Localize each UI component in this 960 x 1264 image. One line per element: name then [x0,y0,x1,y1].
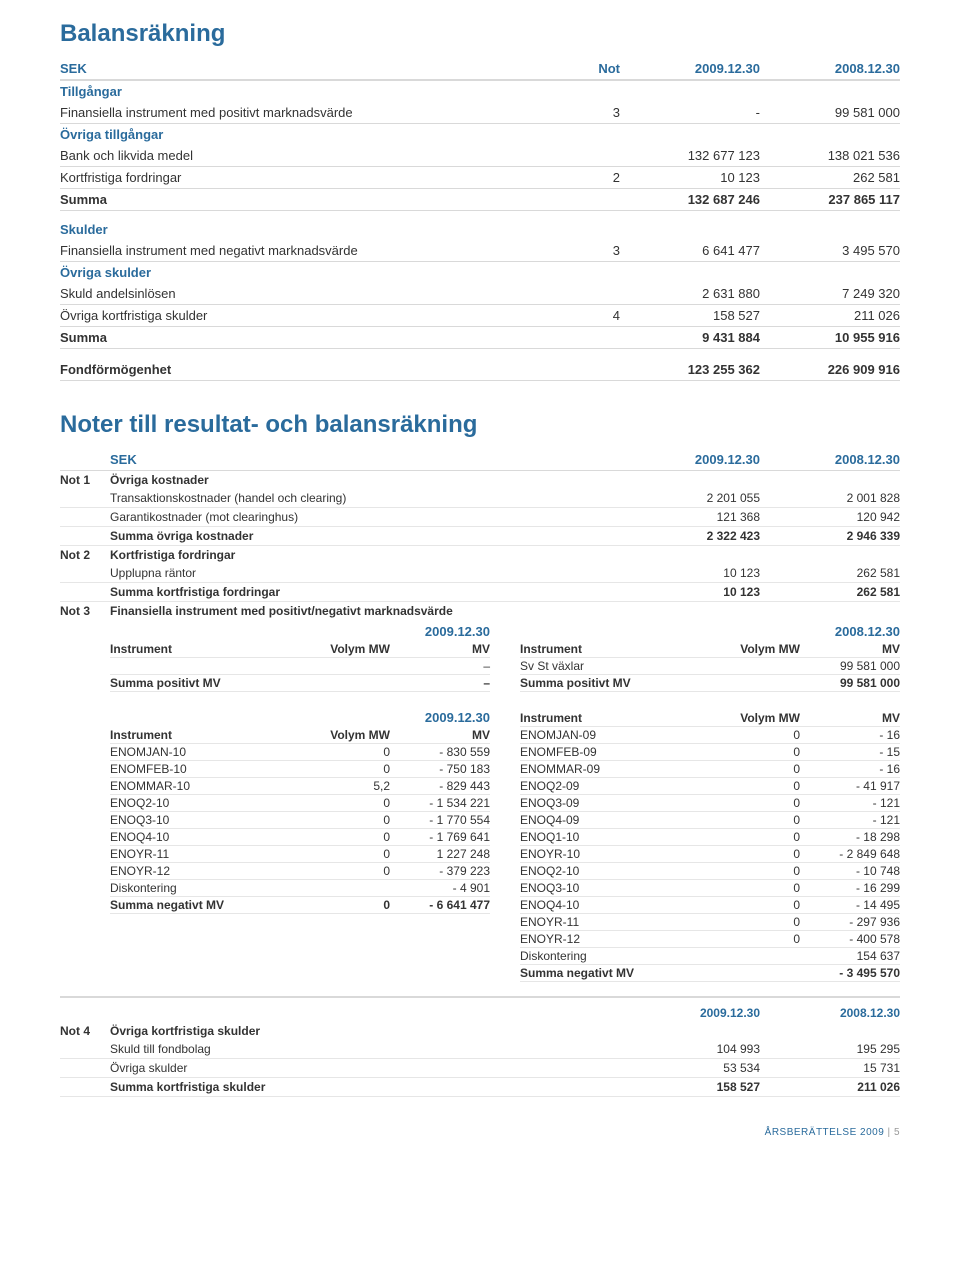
mini-head: Instrument Volym MW MV [110,727,490,744]
notes-title: Noter till resultat- och balansräkning [60,411,900,439]
table-row: ENOQ2-090- 41 917 [520,778,900,795]
table-row: ENOQ3-090- 121 [520,795,900,812]
note2-sum: Summa kortfristiga fordringar 10 123 262… [60,583,900,602]
assets-section-title: Tillgångar [60,81,900,102]
note3-positive-tables: 2009.12.30 Instrument Volym MW MV – Summ… [110,624,900,692]
other-assets-title: Övriga tillgångar [60,124,900,145]
notes-col-sek: SEK [110,452,620,467]
col-date-2: 2008.12.30 [760,61,900,76]
table-row: ENOMJAN-090- 16 [520,727,900,744]
note4-sum: Summa kortfristiga skulder 158 527 211 0… [60,1078,900,1097]
table-row: Garantikostnader (mot clearinghus)121 36… [60,508,900,527]
table-row: ENOQ4-090- 121 [520,812,900,829]
table-row: Övriga kortfristiga skulder4158 527211 0… [60,305,900,327]
note1-sum: Summa övriga kostnader 2 322 423 2 946 3… [60,527,900,546]
table-row: ENOQ4-100- 14 495 [520,897,900,914]
notes-col-d2: 2008.12.30 [760,452,900,467]
balance-header-row: SEK Not 2009.12.30 2008.12.30 [60,58,900,81]
neg-2009-table: 2009.12.30 Instrument Volym MW MV ENOMJA… [110,710,490,982]
table-row: Upplupna räntor10 123262 581 [60,564,900,583]
summa-liab: Summa 9 431 884 10 955 916 [60,327,900,349]
table-row: ENOMMAR-105,2- 829 443 [110,778,490,795]
balance-title: Balansräkning [60,20,900,48]
note2-header: Not 2 Kortfristiga fordringar [60,546,900,564]
table-row: Kortfristiga fordringar210 123262 581 [60,167,900,189]
note4-header: Not 4 Övriga kortfristiga skulder [60,1022,900,1040]
table-row: ENOMMAR-090- 16 [520,761,900,778]
neg2009-sum: Summa negativt MV 0 - 6 641 477 [110,897,490,914]
table-row: Diskontering154 637 [520,948,900,965]
table-row: ENOQ3-100- 16 299 [520,880,900,897]
table-row: ENOMFEB-090- 15 [520,744,900,761]
fond-row: Fondförmögenhet 123 255 362 226 909 916 [60,359,900,381]
footer-page: 5 [894,1127,900,1138]
table-row: ENOYR-1101 227 248 [110,846,490,863]
table-row: ENOQ2-100- 1 534 221 [110,795,490,812]
table-row: Finansiella instrument med negativt mark… [60,240,900,262]
note1-header: Not 1 Övriga kostnader [60,471,900,489]
table-row: ENOYR-120- 379 223 [110,863,490,880]
table-row: Finansiella instrument med positivt mark… [60,102,900,124]
liabilities-title: Skulder [60,219,900,240]
table-row: ENOQ1-100- 18 298 [520,829,900,846]
mini-head: Instrument Volym MW MV [110,641,490,658]
table-row: ENOQ4-100- 1 769 641 [110,829,490,846]
other-liab-title: Övriga skulder [60,262,900,283]
table-row: ENOQ2-100- 10 748 [520,863,900,880]
table-row: Bank och likvida medel132 677 123138 021… [60,145,900,167]
pos2009-sum: Summa positivt MV – [110,675,490,692]
table-row: Skuld till fondbolag104 993195 295 [60,1040,900,1059]
table-row: Övriga skulder53 53415 731 [60,1059,900,1078]
table-row: ENOYR-120- 400 578 [520,931,900,948]
table-row: ENOQ3-100- 1 770 554 [110,812,490,829]
section-divider [60,996,900,998]
col-not: Not [560,61,620,76]
neg-2008-table: Instrument Volym MW MV ENOMJAN-090- 16EN… [520,710,900,982]
table-row: Skuld andelsinlösen2 631 8807 249 320 [60,283,900,305]
table-row: ENOYR-100- 2 849 648 [520,846,900,863]
note3-negative-tables: 2009.12.30 Instrument Volym MW MV ENOMJA… [110,710,900,982]
table-row: ENOMJAN-100- 830 559 [110,744,490,761]
footer-text: ÅRSBERÄTTELSE 2009 [765,1127,885,1138]
table-row: ENOYR-110- 297 936 [520,914,900,931]
table-row: – [110,658,490,675]
summa-assets: Summa 132 687 246 237 865 117 [60,189,900,211]
pos-2008-table: 2008.12.30 Instrument Volym MW MV Sv St … [520,624,900,692]
notes-col-d1: 2009.12.30 [620,452,760,467]
notes-header-row: SEK 2009.12.30 2008.12.30 [60,449,900,471]
pos2008-sum: Summa positivt MV 99 581 000 [520,675,900,692]
pos-2009-table: 2009.12.30 Instrument Volym MW MV – Summ… [110,624,490,692]
table-row: Transaktionskostnader (handel och cleari… [60,489,900,508]
col-sek: SEK [60,61,560,76]
page-footer: ÅRSBERÄTTELSE 2009 | 5 [60,1127,900,1138]
table-row: Diskontering- 4 901 [110,880,490,897]
mini-head: Instrument Volym MW MV [520,641,900,658]
note4-dates: 2009.12.30 2008.12.30 [60,1004,900,1022]
neg2008-sum: Summa negativt MV - 3 495 570 [520,965,900,982]
note3-header: Not 3 Finansiella instrument med positiv… [60,602,900,620]
mini-head: Instrument Volym MW MV [520,710,900,727]
table-row: ENOMFEB-100- 750 183 [110,761,490,778]
col-date-1: 2009.12.30 [620,61,760,76]
table-row: Sv St växlar99 581 000 [520,658,900,675]
